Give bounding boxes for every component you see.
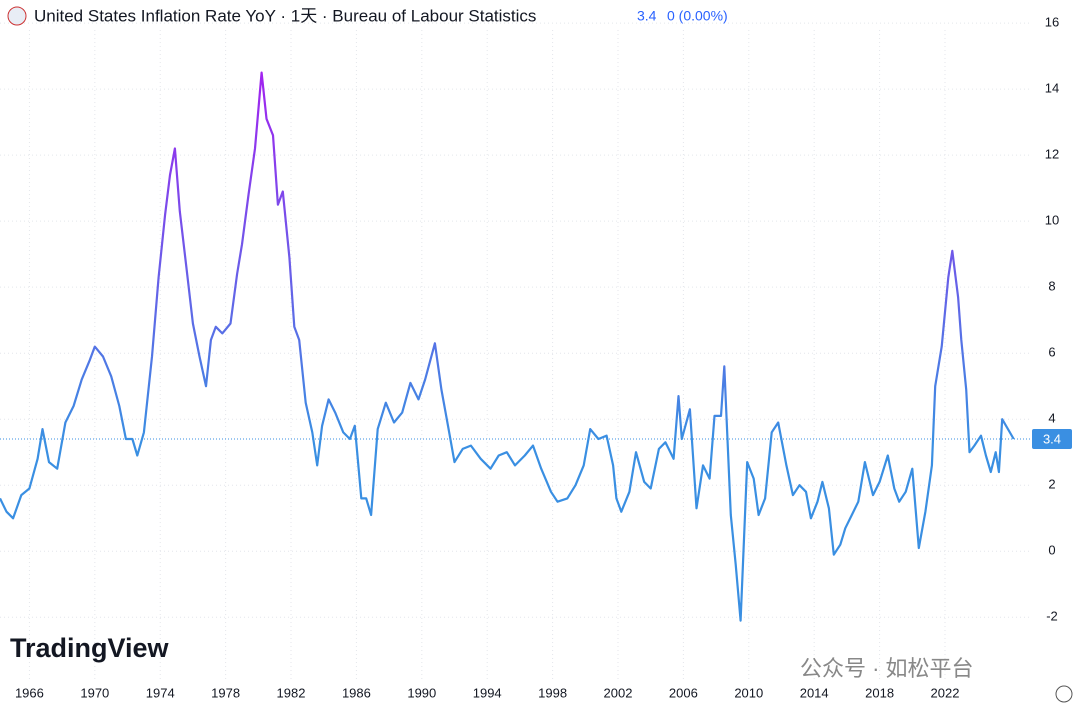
x-tick-label: 1998 — [538, 685, 567, 700]
x-tick-label: 1990 — [407, 685, 436, 700]
y-tick-label: 8 — [1048, 279, 1055, 294]
x-tick-label: 2002 — [604, 685, 633, 700]
flag-icon — [7, 6, 27, 26]
credit: 公众号 · 如松平台 — [800, 656, 974, 681]
x-tick-label: 2010 — [734, 685, 763, 700]
x-tick-label: 2006 — [669, 685, 698, 700]
change: 0 (0.00%) — [667, 8, 728, 24]
y-tick-label: 12 — [1045, 147, 1059, 162]
x-tick-label: 2014 — [800, 685, 829, 700]
y-tick-label: 6 — [1048, 345, 1055, 360]
last-value-label: 3.4 — [1043, 431, 1061, 446]
y-tick-label: 0 — [1048, 543, 1055, 558]
watermark: TradingView — [10, 633, 170, 663]
y-tick-label: 14 — [1045, 81, 1059, 96]
x-tick-label: 1966 — [15, 685, 44, 700]
x-tick-label: 1986 — [342, 685, 371, 700]
x-tick-label: 1982 — [277, 685, 306, 700]
y-tick-label: 16 — [1045, 15, 1059, 30]
series-line — [0, 71, 1015, 622]
x-tick-label: 2018 — [865, 685, 894, 700]
x-tick-label: 1974 — [146, 685, 175, 700]
y-tick-label: 10 — [1045, 213, 1059, 228]
last-value: 3.4 — [637, 8, 657, 24]
settings-icon[interactable] — [1055, 685, 1073, 703]
chart-title: United States Inflation Rate YoY · 1天 · … — [34, 6, 536, 25]
y-tick-label: 2 — [1048, 477, 1055, 492]
x-tick-label: 1970 — [80, 685, 109, 700]
x-tick-label: 1994 — [473, 685, 502, 700]
x-tick-label: 2022 — [931, 685, 960, 700]
y-tick-label: -2 — [1046, 609, 1058, 624]
y-tick-label: 4 — [1048, 411, 1055, 426]
last-value-box — [1032, 429, 1072, 450]
x-tick-label: 1978 — [211, 685, 240, 700]
